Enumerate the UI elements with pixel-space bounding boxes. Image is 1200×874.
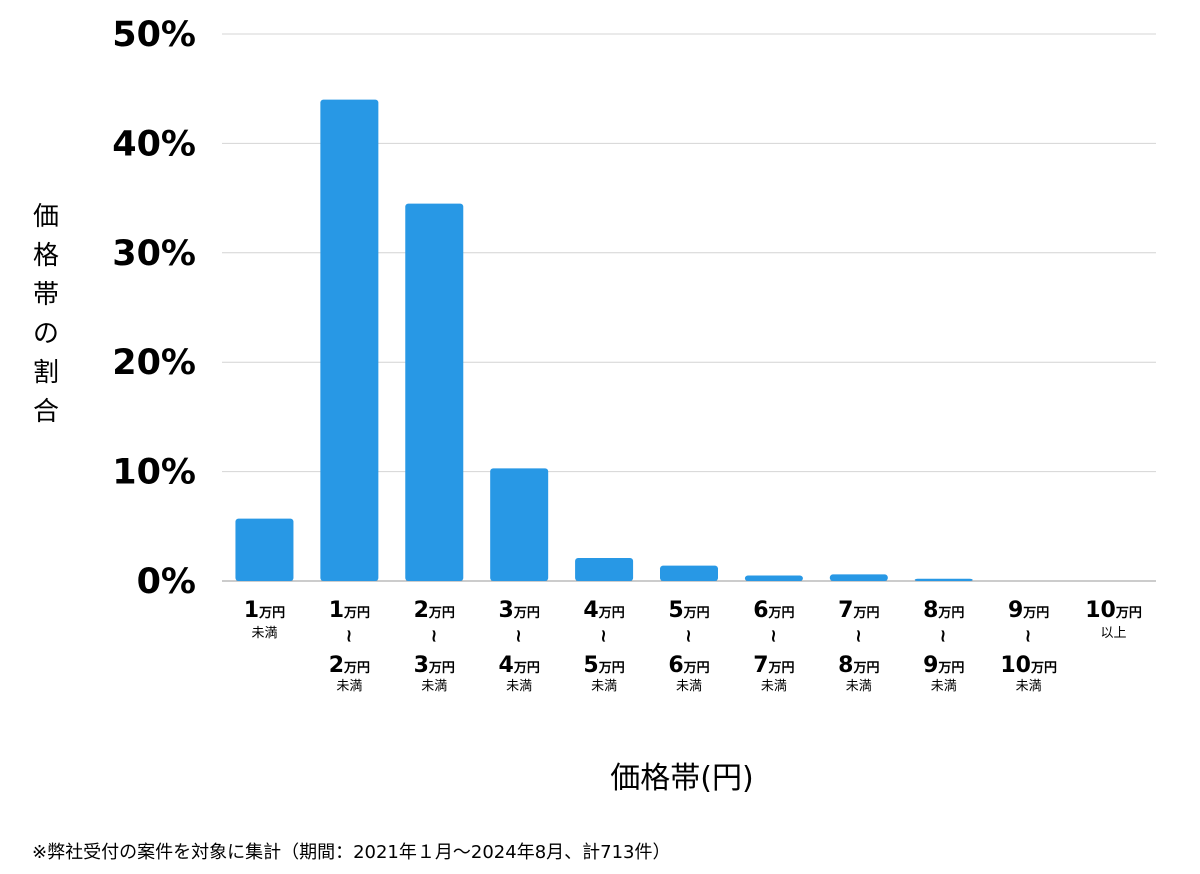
y-tick-label: 30% <box>112 234 196 274</box>
bar-5 <box>660 565 718 581</box>
y-axis-label-text: 価格帯の割合 <box>33 202 59 427</box>
x-tick-suffix: 未満 <box>506 679 532 694</box>
bar-1 <box>320 99 379 581</box>
x-tick-value: 7万円 <box>753 653 794 678</box>
bar-2 <box>405 203 464 581</box>
x-tick-suffix: 未満 <box>1016 679 1042 694</box>
x-tick-range-separator: ~ <box>933 628 954 643</box>
x-tick-value: 8万円 <box>923 598 964 623</box>
bars <box>235 99 973 581</box>
x-tick-value: 3万円 <box>414 653 455 678</box>
x-tick-value: 8万円 <box>838 653 879 678</box>
x-tick-value: 9万円 <box>923 653 964 678</box>
x-tick-value: 10万円 <box>1000 653 1057 678</box>
y-tick-label: 50% <box>112 15 196 55</box>
x-tick-labels: 1万円未満1万円~2万円未満2万円~3万円未満3万円~4万円未満4万円~5万円未… <box>244 598 1142 694</box>
bar-6 <box>744 575 803 581</box>
bar-4 <box>575 558 634 581</box>
bar-8 <box>914 578 973 581</box>
x-tick-suffix: 未満 <box>676 679 702 694</box>
x-tick-range-separator: ~ <box>848 628 869 643</box>
x-tick-value: 7万円 <box>838 598 879 623</box>
x-tick-value: 6万円 <box>753 598 794 623</box>
x-tick-value: 5万円 <box>583 653 624 678</box>
x-tick-value: 6万円 <box>668 653 709 678</box>
x-tick-suffix: 以上 <box>1101 626 1127 641</box>
x-tick-value: 1万円 <box>329 598 370 623</box>
x-tick-suffix: 未満 <box>336 679 362 694</box>
x-tick-range-separator: ~ <box>508 628 529 643</box>
x-tick-value: 1万円 <box>244 598 285 623</box>
x-axis-label: 価格帯(円) <box>610 761 753 796</box>
x-tick-range-separator: ~ <box>763 628 784 643</box>
x-tick-range-separator: ~ <box>338 628 359 643</box>
x-tick-value: 4万円 <box>499 653 540 678</box>
x-tick-value: 2万円 <box>329 653 370 678</box>
x-tick-value: 3万円 <box>499 598 540 623</box>
x-tick-value: 5万円 <box>668 598 709 623</box>
x-tick-range-separator: ~ <box>423 628 444 643</box>
x-tick-suffix: 未満 <box>931 679 957 694</box>
y-tick-label: 0% <box>137 562 196 602</box>
y-tick-label: 10% <box>112 453 196 493</box>
x-tick-suffix: 未満 <box>251 626 277 641</box>
bar-0 <box>235 518 294 581</box>
x-tick-suffix: 未満 <box>761 679 787 694</box>
x-tick-range-separator: ~ <box>593 628 614 643</box>
y-axis-label: 価格帯の割合 <box>33 202 59 427</box>
x-tick-suffix: 未満 <box>421 679 447 694</box>
y-tick-label: 20% <box>112 343 196 383</box>
x-tick-suffix: 未満 <box>591 679 617 694</box>
x-tick-suffix: 未満 <box>846 679 872 694</box>
x-tick-value: 10万円 <box>1085 598 1142 623</box>
footnote: ※弊社受付の案件を対象に集計（期間：2021年１月～2024年8月、計713件） <box>32 842 671 863</box>
x-tick-value: 9万円 <box>1008 598 1049 623</box>
bar-3 <box>490 468 549 581</box>
x-tick-value: 4万円 <box>583 598 624 623</box>
x-tick-range-separator: ~ <box>1018 628 1039 643</box>
bar-7 <box>829 574 888 581</box>
x-tick-value: 2万円 <box>414 598 455 623</box>
y-tick-label: 40% <box>112 124 196 164</box>
x-tick-range-separator: ~ <box>678 628 699 643</box>
y-tick-labels: 0% 10% 20% 30% 40% 50% <box>112 15 196 602</box>
